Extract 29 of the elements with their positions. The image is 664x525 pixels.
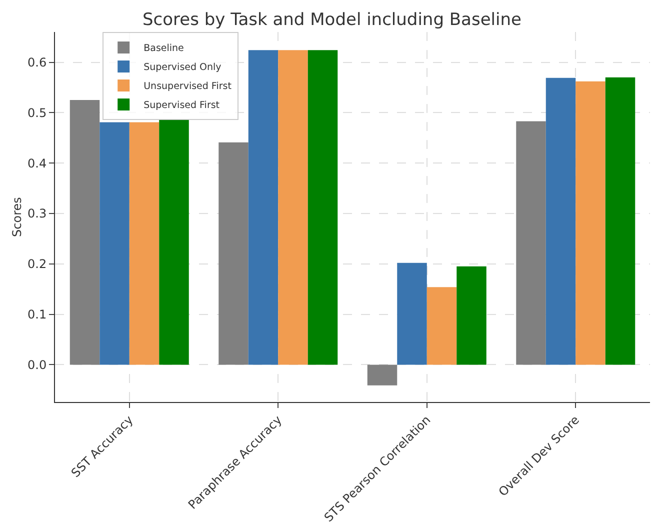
bar xyxy=(70,100,100,365)
bar xyxy=(397,262,427,365)
bar xyxy=(426,287,457,365)
y-tick-label: 0.0 xyxy=(28,358,47,372)
bar xyxy=(159,120,189,365)
y-tick-label: 0.5 xyxy=(28,106,47,120)
legend-label: Supervised Only xyxy=(144,62,222,74)
bar xyxy=(100,122,130,365)
y-tick-label: 0.4 xyxy=(28,156,47,170)
legend-label: Unsupervised First xyxy=(144,81,232,92)
bar xyxy=(516,121,546,365)
y-axis-title: Scores xyxy=(10,197,24,237)
y-tick-label: 0.1 xyxy=(28,307,47,322)
bar xyxy=(278,50,308,365)
y-tick-label: 0.3 xyxy=(28,206,47,221)
bar xyxy=(308,50,338,365)
legend-label: Baseline xyxy=(144,43,184,54)
legend-label: Supervised First xyxy=(144,100,220,112)
bar xyxy=(218,142,248,365)
chart-title: Scores by Task and Model including Baseline xyxy=(142,10,522,30)
bar xyxy=(129,122,160,365)
y-tick-label: 0.2 xyxy=(28,257,47,272)
bar xyxy=(456,266,486,365)
bar xyxy=(605,77,636,365)
bar xyxy=(546,78,576,365)
y-tick-label: 0.6 xyxy=(28,55,47,70)
bar xyxy=(367,364,398,386)
bar xyxy=(576,81,606,365)
bar xyxy=(248,50,278,365)
